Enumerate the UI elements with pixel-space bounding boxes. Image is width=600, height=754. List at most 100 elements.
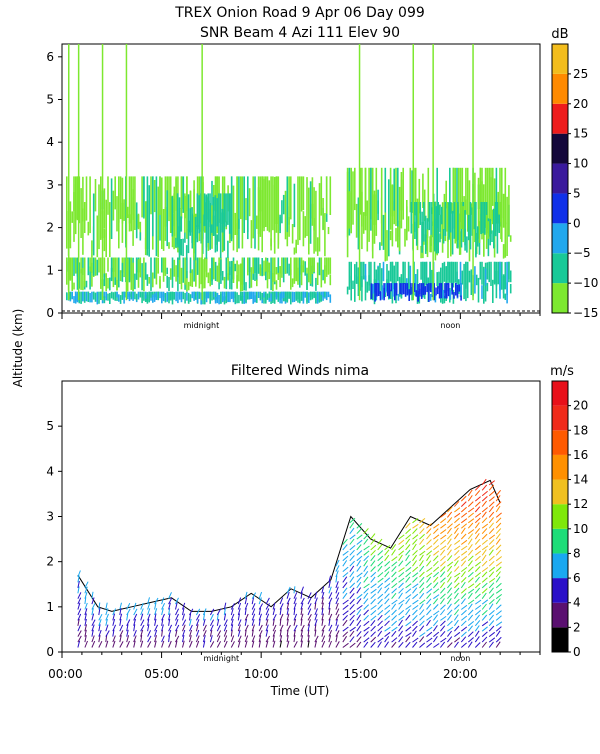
snr-cell — [372, 283, 375, 294]
wind-barb — [481, 554, 487, 562]
snr-cell — [422, 221, 424, 259]
wind-barb — [321, 618, 324, 626]
wind-barb — [335, 641, 340, 648]
wind-barb — [77, 580, 80, 589]
wind-barb — [251, 618, 255, 626]
wind-barb — [154, 608, 158, 616]
snr-cell — [203, 193, 206, 227]
snr-cell — [414, 167, 417, 216]
snr-cell — [384, 212, 387, 262]
wind-barb — [300, 602, 304, 610]
wind-barb — [433, 598, 439, 605]
wind-barb — [405, 549, 411, 556]
snr-cell — [309, 257, 312, 284]
snr-cell — [477, 277, 480, 303]
wind-barb — [384, 587, 390, 594]
wind-barb — [342, 635, 348, 643]
snr-cell — [434, 294, 437, 303]
wind-barb — [467, 529, 475, 535]
snr-cell — [449, 261, 451, 283]
snr-cell — [263, 176, 265, 232]
wind-barb — [419, 636, 425, 643]
wind-barb — [168, 635, 170, 643]
snr-cell — [504, 293, 507, 300]
wind-barb — [349, 534, 356, 540]
wind-barb — [244, 640, 248, 648]
wind-barb — [468, 599, 475, 605]
wind-barb — [370, 566, 376, 572]
snr-cell — [410, 202, 413, 234]
snr-cell — [311, 265, 314, 287]
wind-y-tick-label: 5 — [46, 419, 54, 433]
snr-cell — [221, 212, 224, 233]
wind-barb — [342, 614, 348, 621]
snr-cell — [477, 177, 480, 239]
wind-barb — [286, 624, 291, 632]
wind-barb — [272, 608, 276, 616]
wind-barb — [481, 523, 489, 529]
snr-cell — [134, 291, 136, 300]
wind-barb — [460, 636, 467, 643]
snr-cell — [406, 200, 408, 241]
snr-cell — [187, 194, 190, 231]
snr-cell — [302, 260, 305, 273]
wind-barb — [293, 597, 297, 605]
snr-cell — [80, 188, 82, 238]
colorbar-tick-label: 16 — [573, 448, 588, 462]
snr-cell — [186, 270, 188, 292]
snr-cell — [161, 177, 163, 249]
wind-barb — [495, 615, 502, 621]
wind-barb — [370, 583, 377, 589]
wind-barb — [467, 609, 474, 616]
wind-barb — [474, 566, 481, 572]
wind-barb — [453, 560, 459, 567]
wind-barb — [446, 571, 453, 578]
wind-barb — [265, 613, 270, 621]
wind-x-tick-label: 20:00 — [443, 667, 478, 681]
wind-barb — [133, 618, 136, 626]
wind-barb — [154, 597, 159, 605]
snr-cell — [443, 261, 446, 282]
wind-barb — [474, 620, 481, 627]
wind-barb — [391, 603, 397, 610]
snr-cell — [316, 237, 319, 256]
wind-barb — [474, 625, 480, 632]
snr-cell — [171, 204, 174, 237]
snr-cell — [223, 276, 226, 289]
snr-cell — [379, 263, 381, 294]
snr-cell — [116, 291, 118, 298]
snr-cell — [458, 284, 461, 292]
wind-barb — [488, 490, 495, 497]
snr-cell — [196, 225, 199, 243]
wind-barb — [98, 613, 103, 621]
wind-barb — [419, 582, 425, 589]
wind-barb — [419, 565, 425, 572]
snr-cell — [364, 275, 367, 301]
snr-cell — [391, 184, 394, 247]
wind-barb — [454, 576, 460, 583]
wind-barb — [119, 602, 122, 610]
wind-barb — [202, 640, 206, 648]
wind-barb — [91, 603, 96, 610]
wind-barb — [405, 522, 411, 529]
snr-cell — [445, 180, 447, 209]
wind-barb — [460, 495, 467, 502]
wind-barb — [195, 613, 201, 621]
wind-barb — [251, 629, 254, 637]
snr-cell — [275, 291, 278, 298]
snr-cell — [393, 201, 395, 225]
wind-barb — [84, 613, 87, 621]
wind-barb — [293, 607, 296, 616]
colorbar-tick-label: 2 — [573, 620, 581, 634]
snr-cell — [501, 261, 503, 290]
wind-barb — [77, 592, 82, 599]
snr-cell — [123, 291, 125, 304]
snr-cell — [268, 262, 271, 278]
snr-cell — [496, 213, 499, 254]
wind-barb — [433, 534, 440, 540]
wind-barb — [384, 577, 391, 583]
snr-cell — [103, 228, 106, 252]
snr-cell — [248, 257, 251, 289]
snr-cell — [322, 269, 324, 281]
snr-cell — [290, 176, 292, 220]
